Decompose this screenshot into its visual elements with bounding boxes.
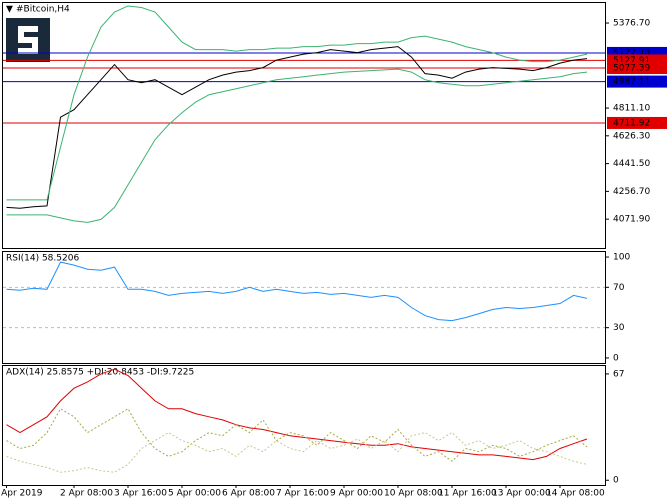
series-line [6, 68, 588, 223]
y-tick-label: 70 [613, 283, 625, 293]
y-tick-label: 4626.30 [613, 131, 650, 141]
series-line [6, 5, 588, 201]
x-tick-label: 5 Apr 00:00 [168, 489, 221, 499]
y-tick-label: 100 [613, 253, 630, 263]
y-tick-label: 0 [613, 353, 619, 363]
adx-frame [2, 365, 606, 486]
price-level-label: 4987.11 [613, 77, 650, 87]
symbol-arrow: ▼ [6, 5, 13, 15]
chart-title: #Bitcoin,H4 [16, 5, 70, 15]
x-tick-label: 2 Apr 08:00 [60, 489, 113, 499]
series-line [6, 431, 588, 473]
y-tick-label: 30 [613, 323, 625, 333]
x-tick-label: 10 Apr 08:00 [384, 489, 443, 499]
logo [6, 18, 50, 62]
series-line [6, 261, 588, 322]
panel-frames [2, 2, 606, 486]
price-level-tag [607, 62, 667, 75]
x-tick-label: 3 Apr 16:00 [114, 489, 167, 499]
price-level-label: 4711.92 [613, 118, 650, 128]
x-tick-label: 11 Apr 16:00 [438, 489, 497, 499]
rsi-frame [2, 251, 606, 364]
y-tick-label: 4441.50 [613, 159, 650, 169]
x-tick-label: 6 Apr 08:00 [222, 489, 275, 499]
y-tick-label: 4811.10 [613, 104, 650, 114]
y-tick-label: 4071.90 [613, 215, 650, 225]
x-tick-label: 14 Apr 08:00 [546, 489, 605, 499]
x-tick-label: 1 Apr 2019 [0, 489, 43, 499]
x-tick-label: 13 Apr 00:00 [492, 489, 551, 499]
y-tick-label: 4256.70 [613, 187, 650, 197]
price-level-tag [607, 116, 667, 129]
adx-title: ADX(14) 25.8575 +DI:20.8453 -DI:9.7225 [6, 368, 194, 378]
rsi-title: RSI(14) 58.5206 [6, 254, 79, 264]
x-tick-label: 9 Apr 00:00 [330, 489, 383, 499]
y-tick-label: 5376.70 [613, 19, 650, 29]
logo-mark [18, 26, 38, 54]
price-level-label: 5127.91 [613, 56, 650, 66]
x-tick-label: 7 Apr 16:00 [276, 489, 329, 499]
price-level-tag [607, 75, 667, 88]
series-line [6, 368, 588, 461]
price-level-label: 5077.39 [613, 64, 650, 74]
price-level-label: 5177.70 [613, 48, 650, 58]
y-tick-label: 0 [613, 476, 619, 486]
main-frame [2, 2, 606, 249]
y-tick-label: 67 [613, 369, 624, 379]
series-line [6, 46, 588, 209]
